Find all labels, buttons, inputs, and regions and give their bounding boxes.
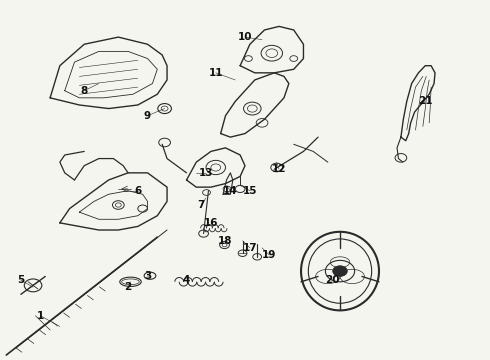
Text: 10: 10 bbox=[238, 32, 252, 42]
Text: 9: 9 bbox=[144, 111, 151, 121]
Text: 12: 12 bbox=[272, 164, 286, 174]
Text: 18: 18 bbox=[218, 236, 233, 246]
Text: 3: 3 bbox=[144, 271, 151, 282]
Text: 5: 5 bbox=[17, 275, 24, 285]
Text: 15: 15 bbox=[243, 186, 257, 196]
Text: 20: 20 bbox=[325, 275, 340, 285]
Text: 19: 19 bbox=[262, 250, 276, 260]
Text: 17: 17 bbox=[243, 243, 257, 253]
Text: 16: 16 bbox=[204, 218, 218, 228]
Text: 21: 21 bbox=[418, 96, 433, 107]
Text: 1: 1 bbox=[37, 311, 44, 321]
Text: 14: 14 bbox=[223, 186, 238, 196]
Text: 4: 4 bbox=[183, 275, 190, 285]
Text: 6: 6 bbox=[134, 186, 142, 196]
Text: 2: 2 bbox=[124, 282, 132, 292]
Text: 13: 13 bbox=[199, 168, 213, 178]
Text: 11: 11 bbox=[209, 68, 223, 78]
Text: 8: 8 bbox=[80, 86, 88, 96]
Circle shape bbox=[333, 266, 347, 276]
Text: 7: 7 bbox=[197, 200, 205, 210]
